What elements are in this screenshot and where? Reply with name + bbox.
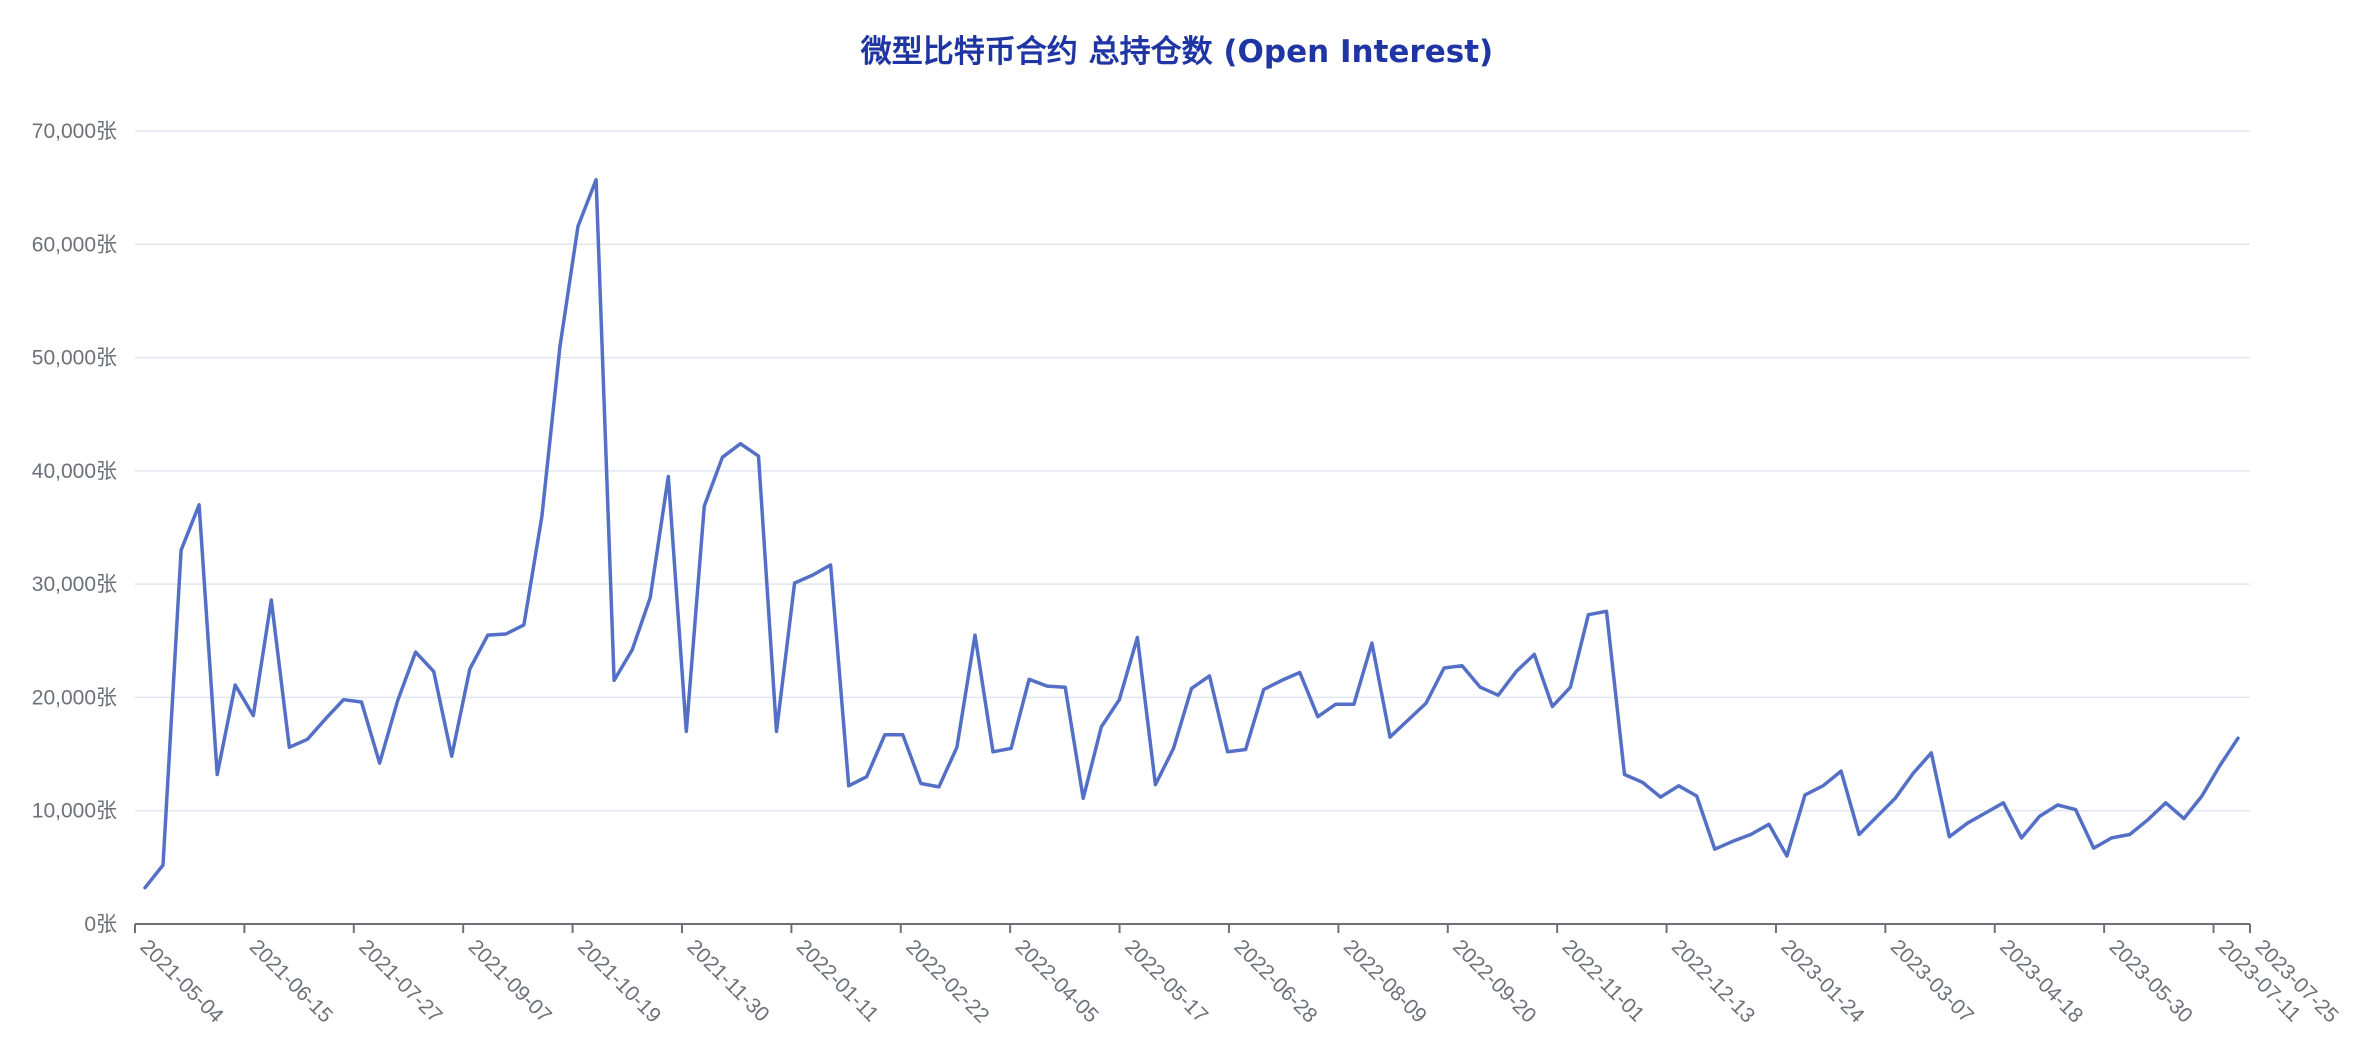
- x-axis-tick-labels: 2021-05-04 2021-06-15 2021-07-27 2021-09-07…: [135, 935, 2342, 1027]
- x-tick-label: 2022-08-09: [1339, 935, 1431, 1027]
- y-tick-label: 30,000张: [32, 573, 117, 596]
- x-tick-label: 2022-12-13: [1667, 935, 1759, 1027]
- x-tick-label: 2022-11-01: [1558, 935, 1649, 1026]
- x-tick-label: 2022-04-05: [1011, 935, 1103, 1027]
- x-tick-label: 2021-11-30: [682, 935, 773, 1026]
- x-tick-label: 2021-06-15: [245, 935, 337, 1027]
- y-tick-label: 50,000张: [32, 347, 117, 370]
- x-tick-label: 2022-01-11: [792, 935, 883, 1026]
- axes: [134, 923, 2251, 933]
- x-tick-label: 2022-09-20: [1448, 935, 1540, 1027]
- x-tick-label: 2022-02-22: [901, 935, 993, 1027]
- x-tick-label: 2021-05-04: [135, 935, 227, 1027]
- y-tick-label: 60,000张: [32, 233, 117, 256]
- series-layer: [143, 177, 2240, 890]
- x-tick-label: 2023-03-07: [1886, 935, 1978, 1027]
- y-tick-label: 70,000张: [32, 120, 117, 143]
- x-tick-label: 2023-05-30: [2105, 935, 2197, 1027]
- y-axis-tick-labels: 0张 10,000张 20,000张 30,000张 40,000张 50,000张 60,…: [32, 120, 117, 936]
- x-tick-label: 2021-10-19: [573, 935, 665, 1027]
- y-tick-label: 20,000张: [32, 686, 117, 709]
- series-line-0: [143, 177, 2240, 890]
- chart-title: 微型比特币合约 总持仓数 (Open Interest): [860, 34, 1494, 70]
- gridlines: [135, 130, 2250, 812]
- x-tick-label: 2021-09-07: [464, 935, 556, 1027]
- x-tick-label: 2022-05-17: [1120, 935, 1212, 1027]
- y-tick-label: 10,000张: [32, 800, 117, 823]
- y-tick-label: 40,000张: [32, 460, 117, 483]
- x-tick-label: 2021-07-27: [354, 935, 446, 1027]
- x-tick-label: 2023-04-18: [1995, 935, 2087, 1027]
- y-tick-label: 0张: [84, 913, 117, 936]
- x-tick-label: 2022-06-28: [1229, 935, 1321, 1027]
- x-tick-label: 2023-01-24: [1776, 935, 1868, 1027]
